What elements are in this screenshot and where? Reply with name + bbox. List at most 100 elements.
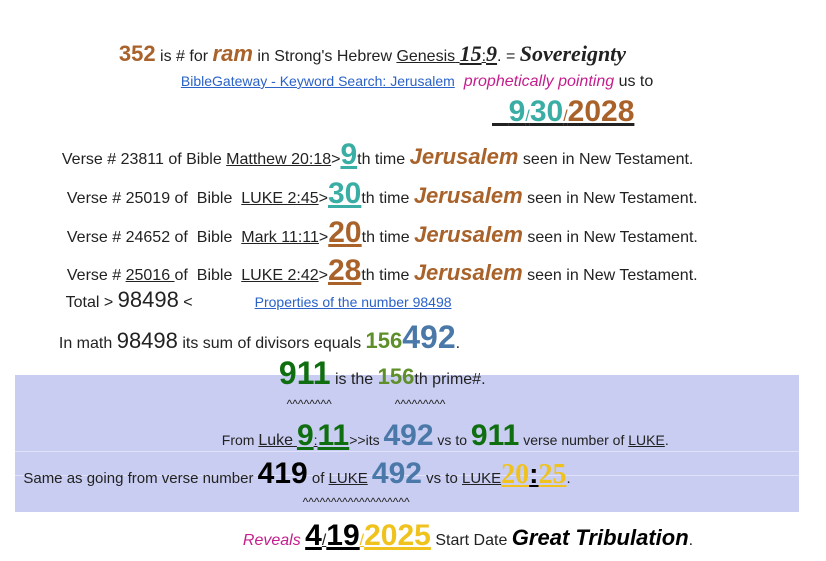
- text: is # for: [155, 48, 213, 65]
- text: /: [563, 108, 568, 125]
- carets: ^^^^^^^^^: [394, 397, 446, 411]
- text: us to: [614, 73, 654, 90]
- text: prophetically pointing: [463, 73, 615, 90]
- number: 11: [317, 419, 350, 452]
- line: From Luke 9:11>>its 492 vs to 911 verse …: [214, 376, 669, 452]
- carets: ^^^^^^^^: [286, 397, 332, 411]
- text: .: [566, 470, 571, 487]
- number: 156: [365, 328, 403, 353]
- number: 20: [501, 459, 530, 490]
- link[interactable]: LUKE 2:42: [241, 267, 319, 284]
- link[interactable]: LUKE: [461, 470, 502, 487]
- number: 9: [486, 41, 498, 66]
- text: :: [529, 458, 539, 489]
- text: >: [318, 190, 328, 207]
- number: 20: [328, 216, 362, 249]
- text: of Bible: [174, 267, 242, 284]
- divider: [15, 475, 799, 476]
- text: seen in New Testament.: [522, 229, 698, 246]
- link[interactable]: LUKE 2:45: [241, 190, 319, 207]
- number: 4: [305, 519, 322, 552]
- text: Total >: [65, 294, 118, 311]
- carets: ^^^^^^^^^^^^^^^^^^^: [302, 495, 410, 509]
- line: 352 is # for ram in Strong's Hebrew Gene…: [110, 0, 626, 66]
- link[interactable]: LUKE: [628, 432, 665, 448]
- number: 15: [459, 41, 482, 66]
- text: .: [455, 335, 461, 352]
- number: 9: [508, 95, 526, 128]
- phrase: Great Tribulation: [511, 525, 689, 550]
- number: 492: [402, 319, 456, 355]
- number: 98498: [116, 328, 178, 353]
- number: 419: [257, 457, 308, 490]
- text: in Strong's Hebrew: [252, 48, 397, 65]
- number: 25: [538, 459, 567, 490]
- line: Same as going from verse number 419 of L…: [15, 414, 570, 490]
- number: 911: [470, 419, 520, 452]
- link[interactable]: Properties of the number 98498: [254, 294, 452, 310]
- divider: [15, 451, 799, 452]
- number: 352: [118, 41, 156, 66]
- link[interactable]: Mark 11:11: [241, 229, 319, 246]
- line: ^^^^^^^^^^^^^^^^^^^: [296, 442, 410, 509]
- number: 2025: [364, 519, 431, 552]
- word: Jerusalem: [413, 183, 523, 208]
- line: Total > 98498 < Properties of the number …: [57, 240, 452, 312]
- number: 2028: [567, 95, 635, 128]
- link[interactable]: Luke: [258, 432, 294, 449]
- line: In math 98498 its sum of divisors equals…: [50, 277, 460, 355]
- word: Jerusalem: [409, 144, 519, 169]
- number: 30: [327, 177, 362, 210]
- line: BibleGateway - Keyword Search: Jerusalem…: [172, 21, 653, 90]
- text: >: [318, 267, 328, 284]
- number: 492: [371, 457, 422, 490]
- text: vs to: [421, 470, 462, 487]
- text: of: [307, 470, 329, 487]
- text: th time: [361, 190, 414, 207]
- text: th prime#.: [414, 371, 486, 388]
- line: Verse # 25016 of Bible LUKE 2:42>28th ti…: [58, 211, 698, 287]
- page: {"lines": [ ["352", " is # for ", "ram",…: [15, 0, 799, 552]
- text: vs to: [433, 432, 471, 448]
- link[interactable]: Matthew 20:18: [226, 151, 332, 168]
- word: Sovereignty: [519, 41, 627, 66]
- text: seen in New Testament.: [522, 190, 698, 207]
- number: 156: [377, 364, 415, 389]
- text: seen in New Testament.: [522, 267, 698, 284]
- number: 30: [529, 95, 564, 128]
- word: Jerusalem: [414, 222, 523, 247]
- line: Reveals 4/19/2025 Start Date Great Tribu…: [234, 476, 693, 552]
- number: 98498: [117, 287, 179, 312]
- word: ram: [212, 41, 253, 66]
- link[interactable]: 25016: [125, 267, 175, 284]
- text: Genesis: [396, 48, 456, 65]
- text: th time: [361, 267, 414, 284]
- line: ^^^^^^^^ ^^^^^^^^^: [280, 344, 446, 411]
- text: >: [331, 151, 341, 168]
- link[interactable]: BibleGateway - Keyword Search: Jerusalem: [180, 73, 455, 89]
- line: Verse # 23811 of Bible Matthew 20:18>9 th…: [53, 95, 693, 171]
- text: Verse # 24652 of Bible: [66, 229, 242, 246]
- text: Verse #: [66, 267, 126, 284]
- number: 28: [327, 254, 362, 287]
- line: Verse # 25019 of Bible LUKE 2:45>30th ti…: [58, 134, 698, 210]
- highlight-box: [15, 375, 799, 512]
- text: :: [481, 48, 487, 65]
- text: >: [318, 229, 329, 246]
- number: 911: [278, 355, 331, 391]
- text: Verse # 23811 of Bible: [61, 151, 227, 168]
- text: .: [688, 532, 694, 549]
- text: th time: [361, 229, 415, 246]
- line: Verse # 24652 of Bible Mark 11:11>20th t…: [58, 173, 698, 249]
- text: >>its: [349, 432, 384, 448]
- text: th time: [357, 151, 410, 168]
- text: its sum of divisors equals: [177, 335, 366, 352]
- text: verse number of: [519, 432, 629, 448]
- text: .: [664, 432, 669, 448]
- text: Same as going from verse number: [23, 470, 258, 487]
- text: is the: [330, 371, 378, 388]
- text: :: [313, 432, 318, 448]
- text: Verse # 25019 of Bible: [66, 190, 242, 207]
- link[interactable]: LUKE: [328, 470, 368, 487]
- text: /: [525, 108, 530, 125]
